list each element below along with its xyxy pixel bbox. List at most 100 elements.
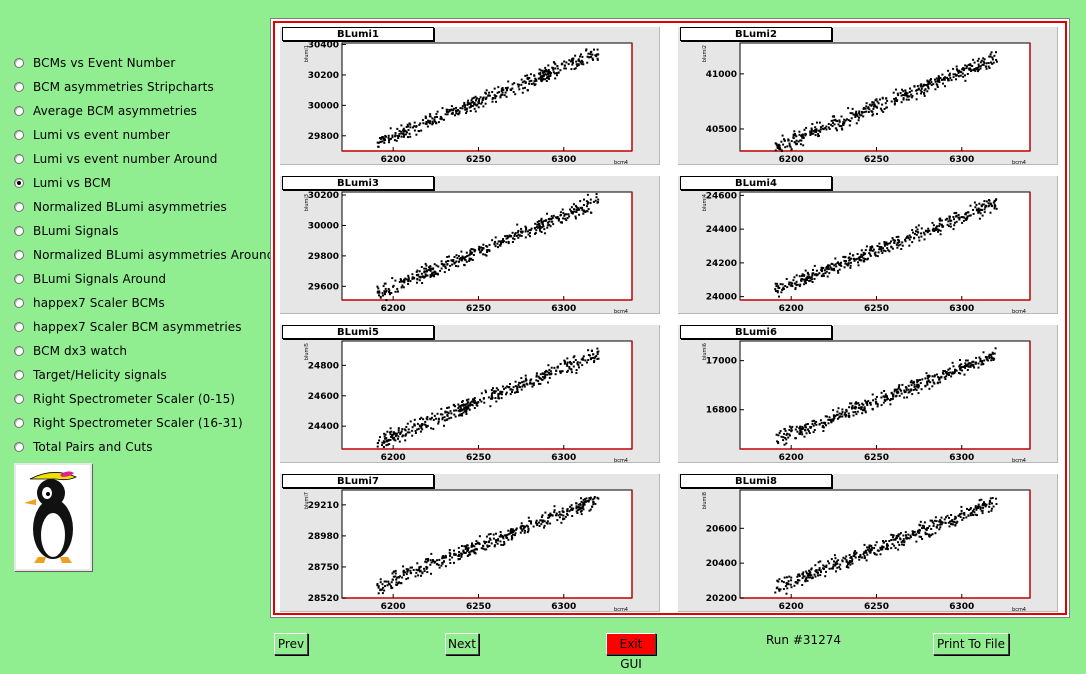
data-point — [953, 518, 956, 521]
radio-unchecked-icon[interactable] — [14, 346, 24, 356]
radio-unchecked-icon[interactable] — [14, 202, 24, 212]
data-point — [394, 132, 397, 134]
next-button[interactable]: Next — [445, 633, 479, 655]
data-point — [978, 210, 981, 213]
data-point — [471, 542, 473, 545]
data-point — [923, 94, 926, 97]
data-point — [956, 70, 959, 73]
data-point — [376, 583, 379, 585]
radio-unchecked-icon[interactable] — [14, 370, 24, 380]
data-point — [955, 369, 958, 372]
data-point — [579, 510, 582, 513]
data-point — [476, 402, 478, 405]
data-point — [531, 382, 534, 385]
data-point — [499, 96, 502, 99]
display-option-radio[interactable]: Right Spectrometer Scaler (16-31) — [14, 413, 243, 433]
radio-unchecked-icon[interactable] — [14, 250, 24, 260]
radio-unchecked-icon[interactable] — [14, 418, 24, 428]
display-option-radio[interactable]: BLumi Signals Around — [14, 269, 166, 289]
data-point — [449, 552, 452, 555]
data-point — [787, 583, 790, 586]
data-point — [520, 377, 523, 380]
data-point — [956, 520, 959, 523]
display-option-radio[interactable]: BCM dx3 watch — [14, 341, 127, 361]
data-point — [977, 366, 980, 369]
data-point — [421, 572, 424, 575]
data-point — [858, 556, 860, 558]
exit-gui-button[interactable]: Exit GUI — [606, 633, 656, 671]
display-option-radio[interactable]: BLumi Signals — [14, 221, 119, 241]
radio-unchecked-icon[interactable] — [14, 322, 24, 332]
radio-unchecked-icon[interactable] — [14, 394, 24, 404]
display-option-radio[interactable]: Lumi vs BCM — [14, 173, 111, 193]
radio-checked-icon[interactable] — [14, 178, 24, 188]
data-point — [977, 68, 980, 71]
data-point — [577, 503, 580, 506]
data-point — [920, 535, 923, 538]
data-point — [902, 538, 905, 541]
radio-unchecked-icon[interactable] — [14, 130, 24, 140]
data-point — [584, 498, 586, 501]
data-point — [546, 77, 549, 80]
display-option-radio[interactable]: Lumi vs event number Around — [14, 149, 217, 169]
data-point — [801, 577, 804, 580]
display-option-radio[interactable]: BCM asymmetries Stripcharts — [14, 77, 214, 97]
radio-unchecked-icon[interactable] — [14, 82, 24, 92]
data-point — [464, 106, 466, 109]
data-point — [890, 246, 893, 249]
data-point — [786, 587, 789, 590]
data-point — [948, 520, 951, 523]
display-option-radio[interactable]: BCMs vs Event Number — [14, 53, 175, 73]
data-point — [824, 575, 827, 578]
data-point — [836, 566, 839, 569]
data-point — [493, 544, 496, 547]
data-point — [964, 74, 966, 77]
data-point — [967, 514, 970, 517]
data-point — [478, 98, 481, 100]
display-option-radio[interactable]: Average BCM asymmetries — [14, 101, 197, 121]
display-option-radio[interactable]: Target/Helicity signals — [14, 365, 167, 385]
data-point — [465, 406, 468, 409]
display-option-radio[interactable]: Normalized BLumi asymmetries Around — [14, 245, 274, 265]
display-option-radio[interactable]: happex7 Scaler BCMs — [14, 293, 165, 313]
data-point — [981, 214, 984, 217]
radio-unchecked-icon[interactable] — [14, 106, 24, 116]
data-point — [835, 265, 838, 268]
data-point — [832, 115, 835, 118]
data-point — [386, 443, 389, 446]
data-point — [526, 531, 529, 534]
print-to-file-button[interactable]: Print To File — [933, 633, 1009, 655]
radio-unchecked-icon[interactable] — [14, 154, 24, 164]
data-point — [593, 496, 596, 498]
data-point — [865, 551, 868, 554]
display-option-radio[interactable]: Right Spectrometer Scaler (0-15) — [14, 389, 235, 409]
radio-unchecked-icon[interactable] — [14, 298, 24, 308]
radio-unchecked-icon[interactable] — [14, 274, 24, 284]
data-point — [990, 61, 992, 64]
data-point — [501, 87, 504, 89]
data-point — [592, 58, 594, 61]
data-point — [391, 136, 394, 139]
data-point — [953, 521, 956, 524]
display-option-radio[interactable]: happex7 Scaler BCM asymmetries — [14, 317, 242, 337]
radio-unchecked-icon[interactable] — [14, 58, 24, 68]
data-point — [431, 268, 434, 271]
radio-unchecked-icon[interactable] — [14, 226, 24, 236]
display-option-radio[interactable]: Normalized BLumi asymmetries — [14, 197, 227, 217]
data-point — [948, 72, 951, 75]
data-point — [862, 107, 865, 109]
prev-button[interactable]: Prev — [274, 633, 308, 655]
data-point — [858, 558, 861, 561]
data-point — [419, 418, 421, 420]
display-option-radio[interactable]: Total Pairs and Cuts — [14, 437, 153, 457]
data-point — [443, 560, 445, 563]
data-point — [833, 264, 836, 267]
data-point — [902, 97, 905, 100]
data-point — [569, 361, 572, 364]
data-point — [850, 117, 853, 120]
radio-unchecked-icon[interactable] — [14, 442, 24, 452]
data-point — [978, 202, 981, 205]
data-point — [579, 61, 582, 64]
data-point — [927, 85, 930, 88]
display-option-radio[interactable]: Lumi vs event number — [14, 125, 170, 145]
